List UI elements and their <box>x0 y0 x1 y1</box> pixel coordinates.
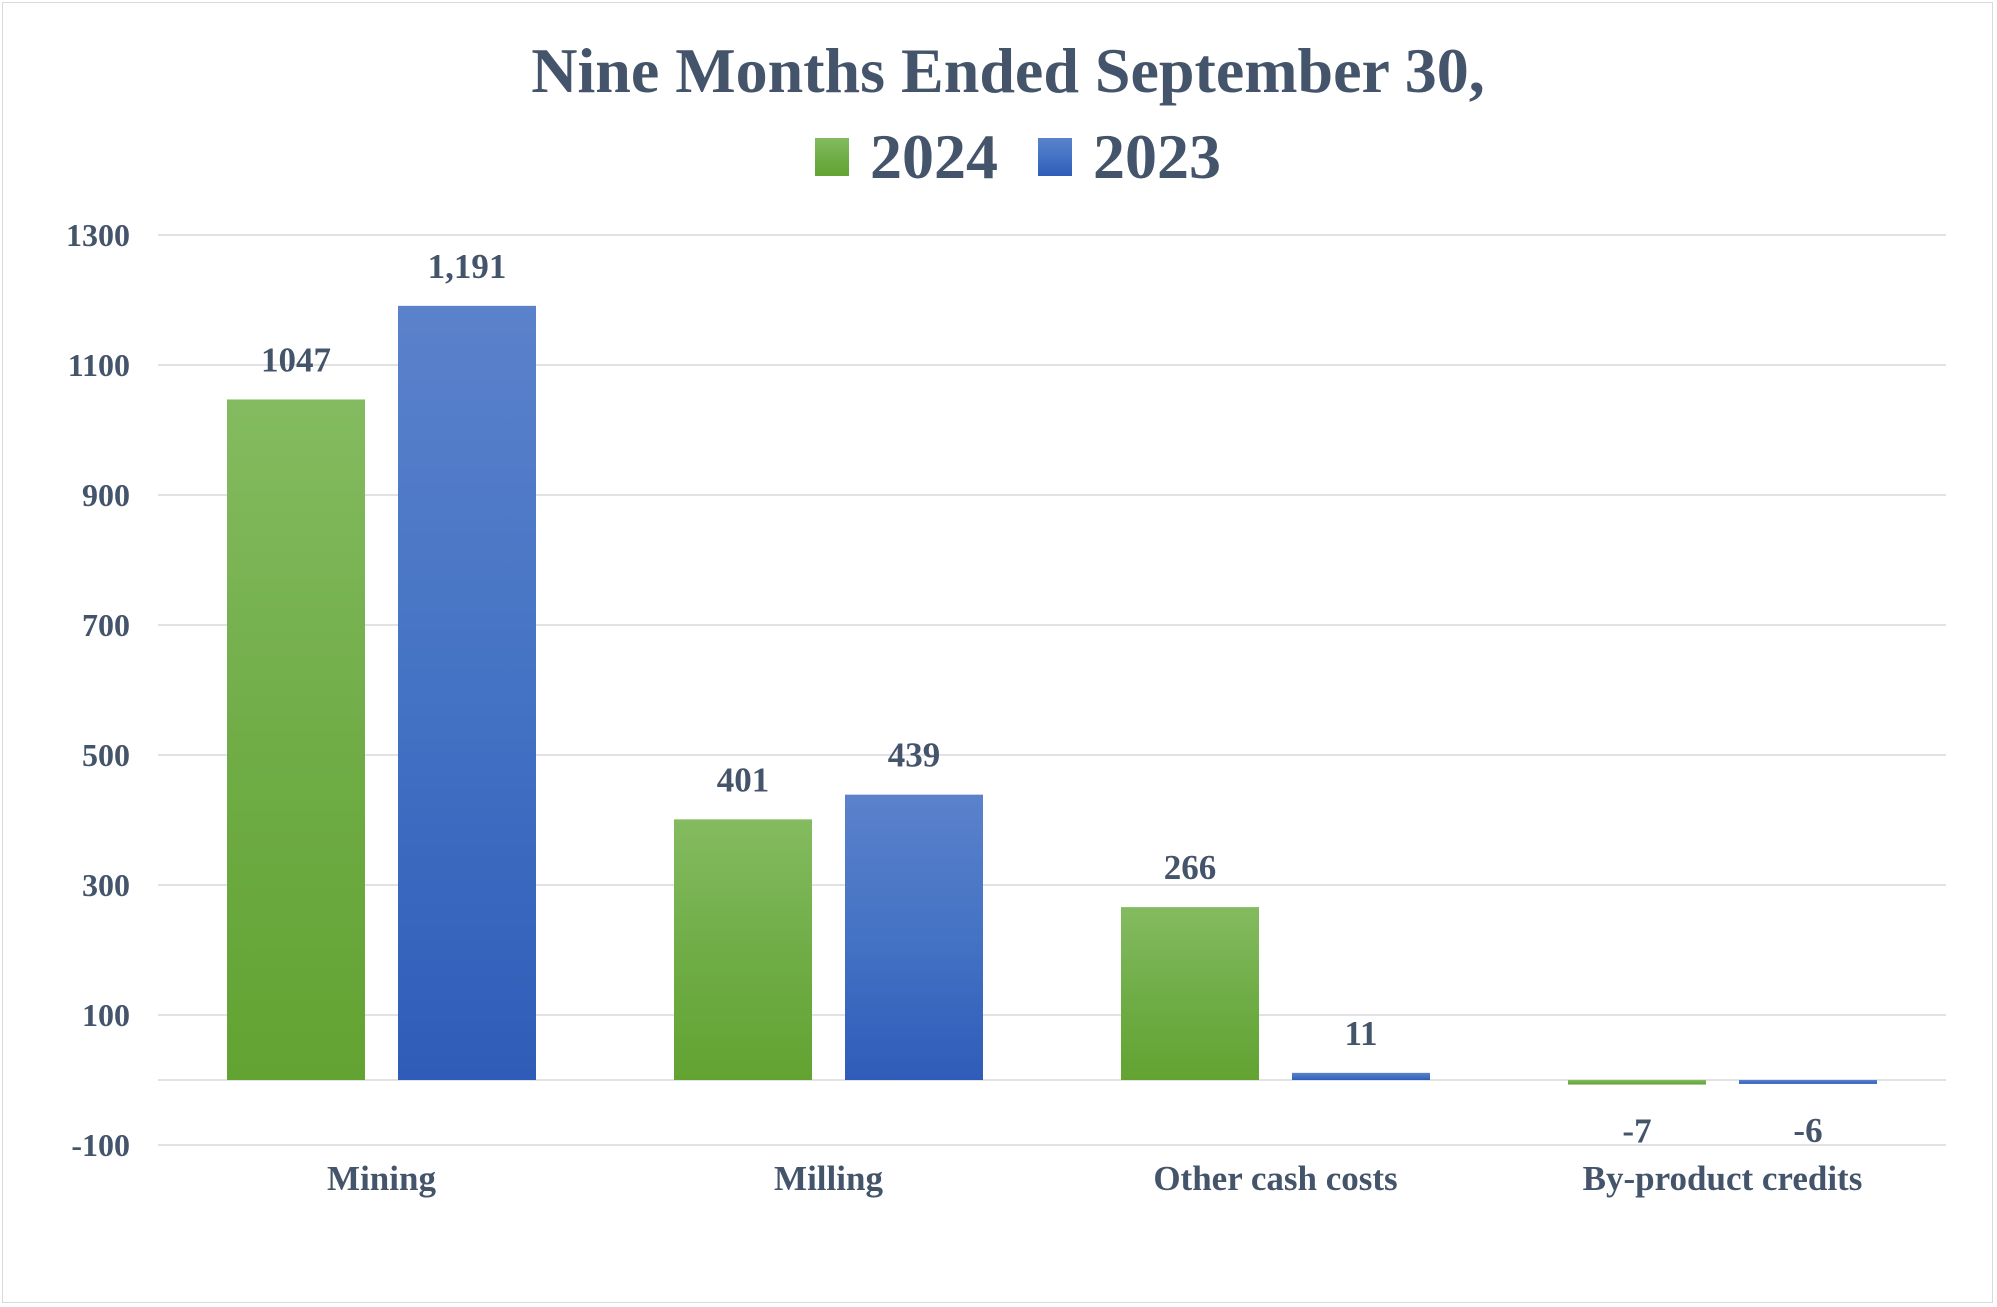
legend-swatch-2023 <box>1038 138 1072 176</box>
y-tick-label: 500 <box>82 737 130 773</box>
y-tick-label: 1300 <box>66 217 130 253</box>
x-category-label: By-product credits <box>1583 1159 1863 1198</box>
bar-2024-other-cash-costs <box>1121 907 1259 1080</box>
bar-2024-mining <box>227 399 365 1080</box>
bar-2023-other-cash-costs <box>1292 1072 1430 1080</box>
y-tick-label: 100 <box>82 997 130 1033</box>
data-label: 11 <box>1344 1014 1377 1053</box>
legend-label-2023: 2023 <box>1093 121 1221 192</box>
y-tick-label: 1100 <box>68 347 130 383</box>
data-label: -6 <box>1793 1111 1822 1150</box>
bar-2023-milling <box>845 794 983 1080</box>
x-category-label: Other cash costs <box>1153 1159 1397 1198</box>
data-label: 1047 <box>261 340 331 379</box>
legend-swatch-2024 <box>815 138 849 176</box>
y-tick-label: -100 <box>71 1127 130 1163</box>
y-tick-label: 700 <box>82 607 130 643</box>
bar-2024-milling <box>674 819 812 1080</box>
legend: 2024 2023 <box>815 121 1221 192</box>
y-tick-label: 900 <box>82 477 130 513</box>
x-category-label: Mining <box>327 1159 436 1198</box>
bar-2023-by-product-credits <box>1739 1080 1877 1084</box>
y-axis-ticks: -100 100 300 500 700 900 1100 1300 <box>66 217 130 1163</box>
data-label: 1,191 <box>428 247 507 286</box>
y-tick-label: 300 <box>82 867 130 903</box>
data-label: -7 <box>1622 1112 1651 1151</box>
legend-label-2024: 2024 <box>870 121 998 192</box>
x-axis-categories: Mining Milling Other cash costs By-product … <box>327 1159 1862 1198</box>
data-label: 266 <box>1164 848 1217 887</box>
chart-title: Nine Months Ended September 30, <box>531 35 1485 106</box>
data-label: 401 <box>717 760 770 799</box>
bar-2023-mining <box>398 305 536 1081</box>
bar-2024-by-product-credits <box>1568 1080 1706 1085</box>
bars <box>227 305 1877 1085</box>
data-labels: 1047 1,191 401 439 266 11 -7 -6 <box>261 247 1823 1151</box>
data-label: 439 <box>888 736 941 775</box>
x-category-label: Milling <box>774 1159 883 1198</box>
